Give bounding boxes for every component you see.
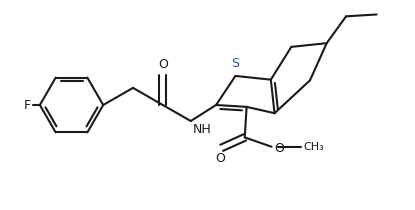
Text: F: F	[24, 98, 31, 112]
Text: NH: NH	[193, 123, 211, 136]
Text: O: O	[215, 152, 225, 165]
Text: O: O	[158, 58, 168, 71]
Text: O: O	[274, 142, 284, 155]
Text: S: S	[232, 57, 239, 70]
Text: CH₃: CH₃	[303, 142, 324, 152]
